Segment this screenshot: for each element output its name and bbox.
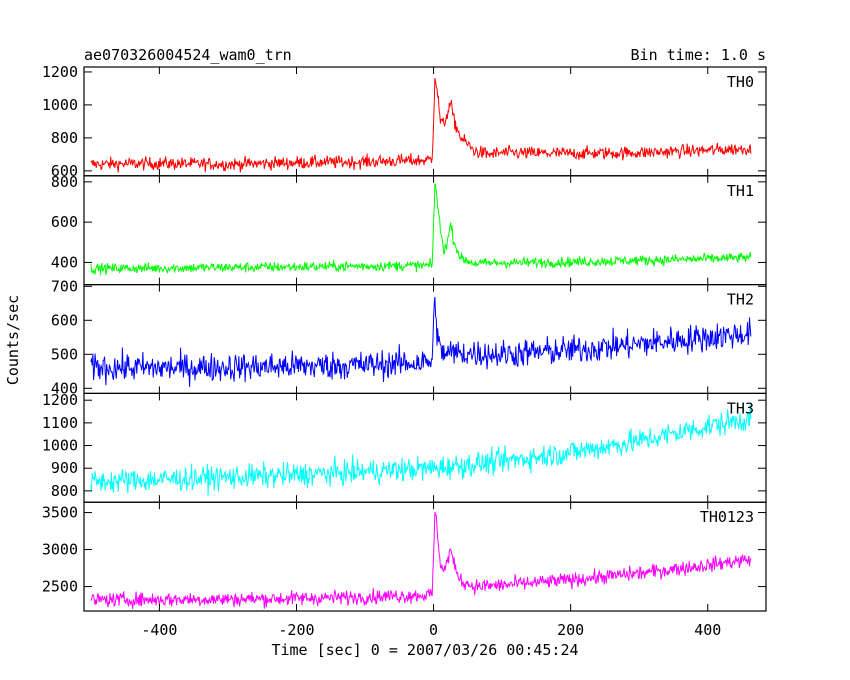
series-line-th0: [90, 77, 752, 173]
y-tick-label: 3500: [42, 504, 78, 522]
series-line-th1: [90, 183, 752, 275]
series-line-th3: [90, 403, 752, 497]
x-tick-label: 400: [694, 621, 721, 639]
panel-th0: 600 800 1000 1200 TH0: [42, 63, 767, 180]
y-tick-label: 400: [51, 379, 78, 397]
y-tick-label: 3000: [42, 541, 78, 559]
y-tick-label: 1200: [42, 391, 78, 409]
series-line-th2: [90, 296, 752, 387]
panel-frame: [83, 501, 767, 612]
y-axis-label: Counts/sec: [4, 295, 22, 385]
y-tick-label: 2500: [42, 578, 78, 596]
y-tick-label: 600: [51, 213, 78, 231]
y-tick-label: 500: [51, 345, 78, 363]
x-axis-label: Time [sec] 0 = 2007/03/26 00:45:24: [271, 641, 578, 659]
y-tick-label: 1200: [42, 63, 78, 81]
panel-th2: 400 500 600 700 TH2: [51, 277, 767, 397]
y-tick-label: 1000: [42, 437, 78, 455]
panel-frame: [83, 284, 767, 395]
panel-label: TH2: [727, 291, 754, 309]
panel-th0123: 2500 3000 3500 TH0123: [42, 501, 767, 612]
y-tick-label: 400: [51, 253, 78, 271]
x-tick-label: 200: [557, 621, 584, 639]
y-tick-label: 800: [51, 129, 78, 147]
panel-label: TH1: [727, 182, 754, 200]
y-tick-label: 800: [51, 173, 78, 191]
panel-label: TH0: [727, 73, 754, 91]
panel-frame: [83, 66, 767, 177]
x-tick-label: -400: [141, 621, 177, 639]
panel-label: TH0123: [700, 508, 754, 526]
chart-title: ae070326004524_wam0_trn: [84, 46, 292, 64]
y-tick-label: 1100: [42, 414, 78, 432]
y-tick-label: 600: [51, 311, 78, 329]
y-tick-label: 1000: [42, 96, 78, 114]
x-tick-label: -200: [278, 621, 314, 639]
panel-th3: 800 900 1000 1100 1200 TH3: [42, 391, 767, 503]
bin-time-label: Bin time: 1.0 s: [631, 46, 766, 64]
y-tick-label: 800: [51, 482, 78, 500]
panel-th1: 400 600 800 TH1: [51, 173, 767, 286]
y-tick-label: 600: [51, 162, 78, 180]
y-tick-label: 700: [51, 277, 78, 295]
series-line-th0123: [90, 511, 752, 609]
y-tick-label: 900: [51, 459, 78, 477]
x-axis: -400 -200 0 200 400: [141, 621, 721, 639]
x-tick-label: 0: [429, 621, 438, 639]
panel-label: TH3: [727, 399, 754, 417]
